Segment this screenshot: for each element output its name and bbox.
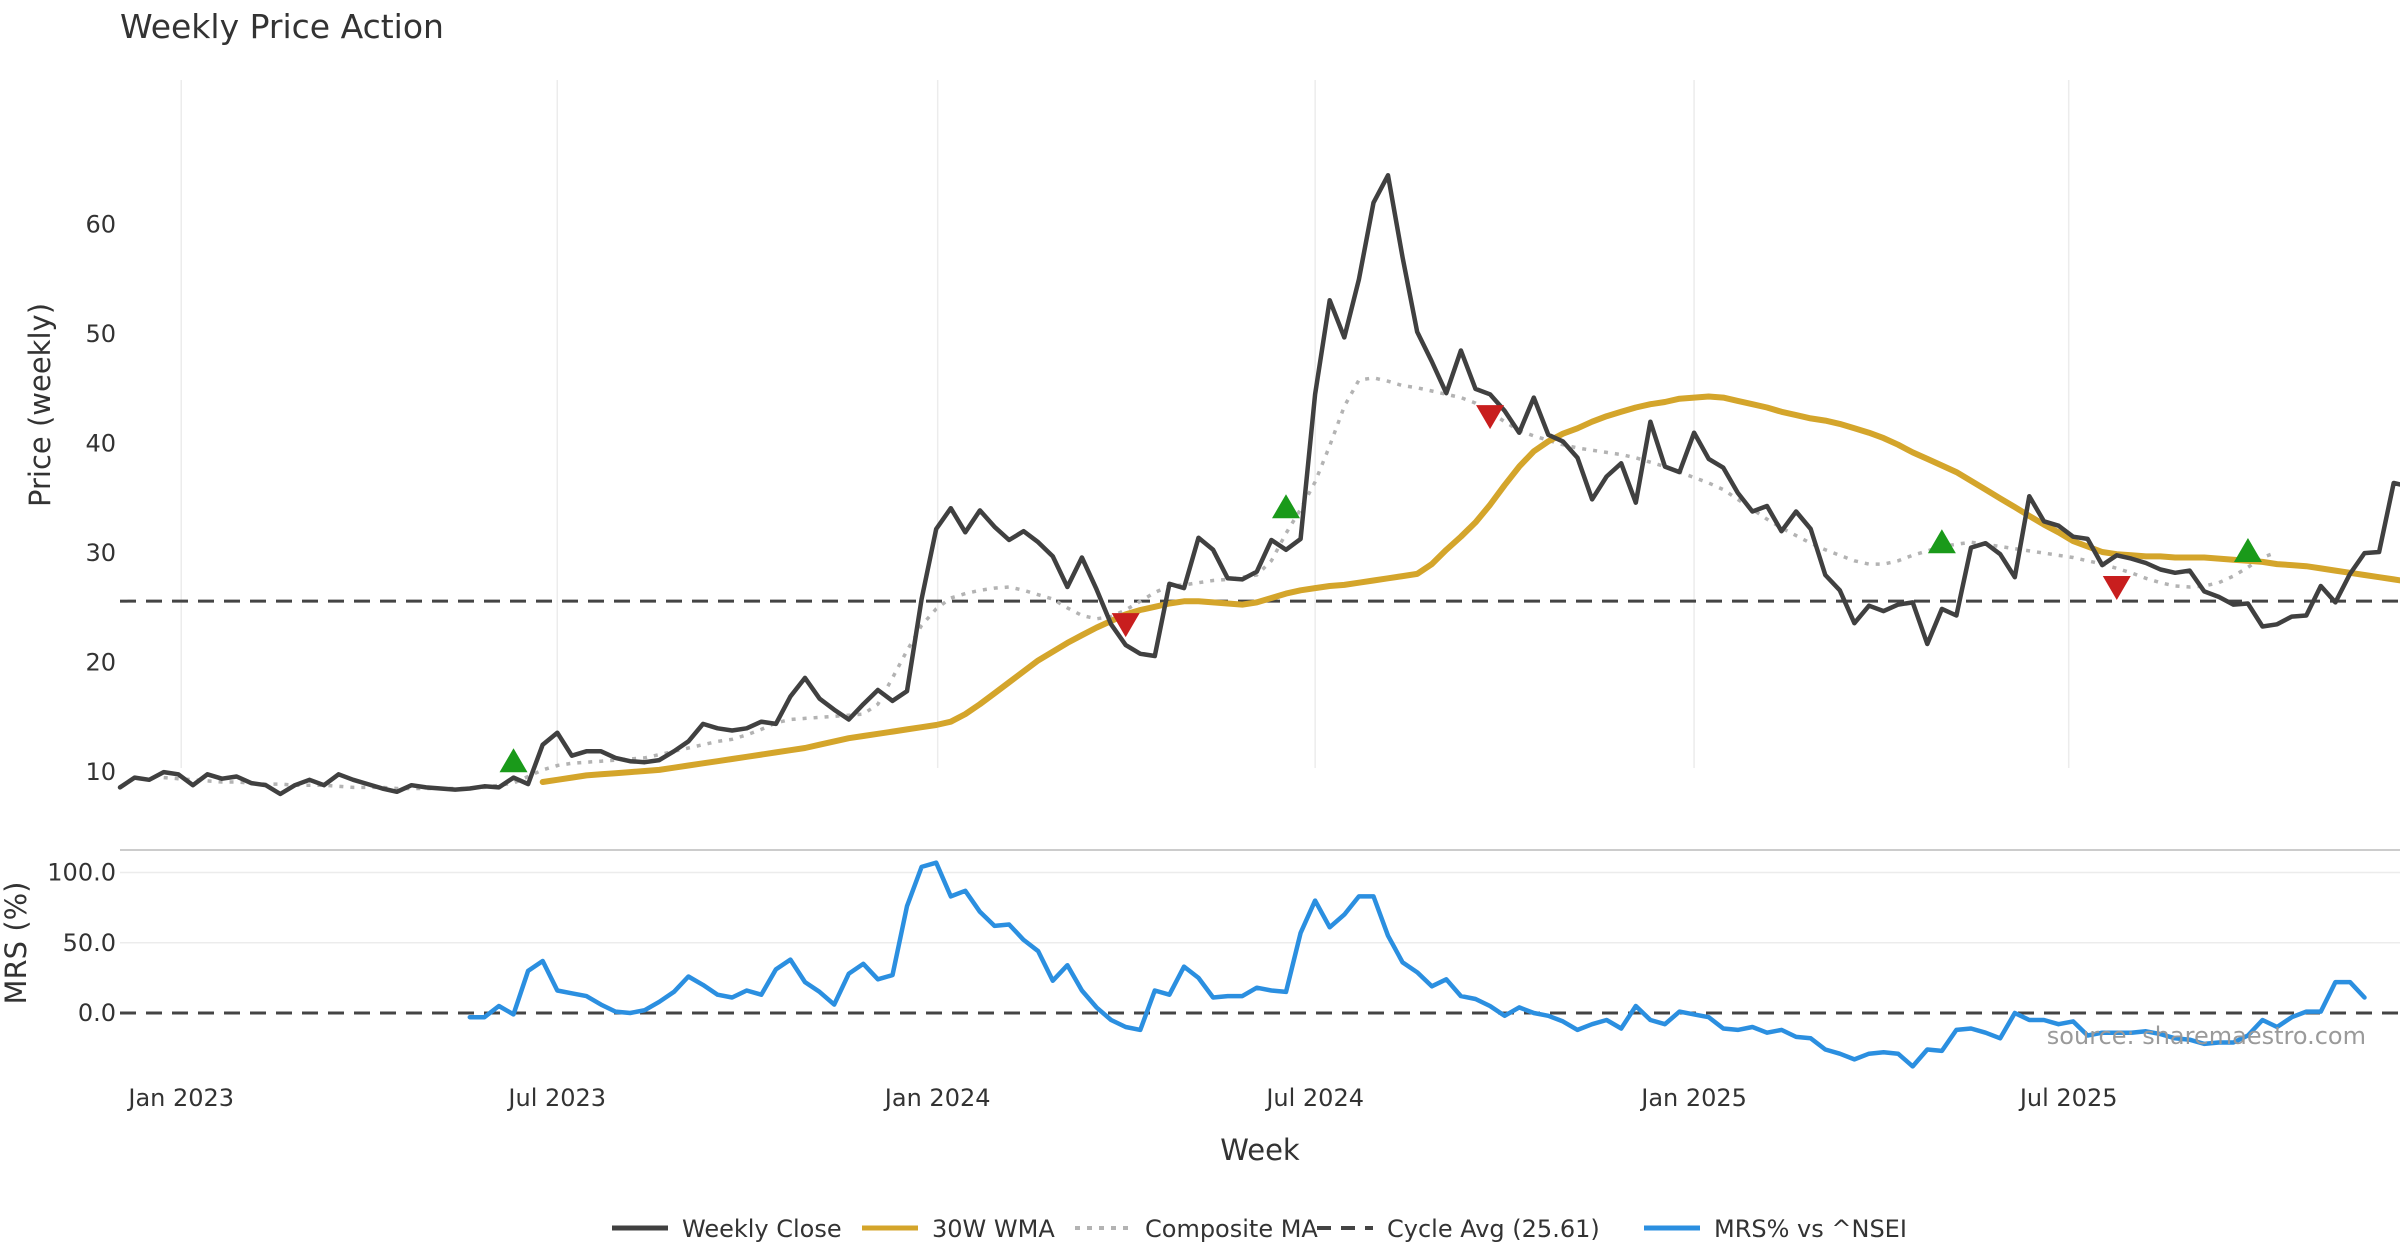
mrs-line xyxy=(467,860,2367,1069)
price-y-tick-label: 60 xyxy=(85,211,116,239)
composite-ma-line xyxy=(163,376,2278,791)
mrs-y-tick-label: 0.0 xyxy=(78,999,116,1027)
legend: Weekly Close 30W WMA Composite MA Cycle Avg… xyxy=(612,1215,1907,1243)
legend-item-mrs-vs-nsei: MRS% vs ^NSEI xyxy=(1644,1215,1907,1243)
buy-signal-marker xyxy=(2233,538,2262,563)
legend-label: Cycle Avg (25.61) xyxy=(1387,1215,1600,1243)
weekly-close-line xyxy=(117,173,2400,797)
price-y-axis-title: Price (weekly) xyxy=(23,303,57,507)
x-tick-label: Jul 2025 xyxy=(2018,1084,2118,1112)
x-tick-label: Jul 2024 xyxy=(1264,1084,1364,1112)
30w-wma-line xyxy=(539,393,2400,785)
buy-signal-marker xyxy=(1272,494,1300,519)
price-y-tick-label: 40 xyxy=(85,430,116,458)
price-y-tick-label: 50 xyxy=(85,320,116,348)
sell-signal-marker xyxy=(2102,575,2131,600)
sell-signal-marker xyxy=(1476,405,1505,430)
price-series xyxy=(117,173,2400,797)
mrs-y-tick-labels: 0.0 50.0 100.0 xyxy=(47,859,116,1028)
price-y-tick-label: 20 xyxy=(85,649,116,677)
x-axis-title: Week xyxy=(1220,1133,1300,1167)
buy-signal-marker xyxy=(1927,529,1956,554)
price-gridlines xyxy=(180,80,2070,768)
x-tick-label: Jan 2025 xyxy=(1639,1084,1747,1112)
legend-item-composite-ma: Composite MA xyxy=(1075,1215,1318,1243)
mrs-series xyxy=(120,860,2400,1069)
legend-item-weekly-close: Weekly Close xyxy=(612,1215,842,1243)
chart-title: Weekly Price Action xyxy=(120,7,444,46)
x-tick-label: Jan 2024 xyxy=(883,1084,991,1112)
mrs-gridlines xyxy=(120,871,2400,944)
sell-signal-marker xyxy=(1111,613,1140,638)
price-y-tick-label: 30 xyxy=(85,539,116,567)
legend-label: Composite MA xyxy=(1145,1215,1318,1243)
legend-item-30w-wma: 30W WMA xyxy=(862,1215,1055,1243)
price-y-tick-labels: 10 20 30 40 50 60 xyxy=(85,211,116,786)
x-tick-label: Jan 2023 xyxy=(126,1084,234,1112)
legend-label: 30W WMA xyxy=(932,1215,1055,1243)
buy-signal-marker xyxy=(499,748,528,773)
x-tick-label: Jul 2023 xyxy=(506,1084,606,1112)
mrs-y-tick-label: 100.0 xyxy=(47,859,116,887)
signal-markers xyxy=(499,405,2262,773)
price-y-tick-label: 10 xyxy=(85,758,116,786)
legend-label: Weekly Close xyxy=(682,1215,842,1243)
source-watermark: source: sharemaestro.com xyxy=(2047,1022,2366,1050)
legend-label: MRS% vs ^NSEI xyxy=(1714,1215,1907,1243)
x-tick-labels: Jan 2023 Jul 2023 Jan 2024 Jul 2024 Jan 2025… xyxy=(126,1084,2117,1112)
legend-item-cycle-avg-25-61: Cycle Avg (25.61) xyxy=(1317,1215,1600,1243)
mrs-y-axis-title: MRS (%) xyxy=(0,882,33,1005)
mrs-y-tick-label: 50.0 xyxy=(63,929,116,957)
